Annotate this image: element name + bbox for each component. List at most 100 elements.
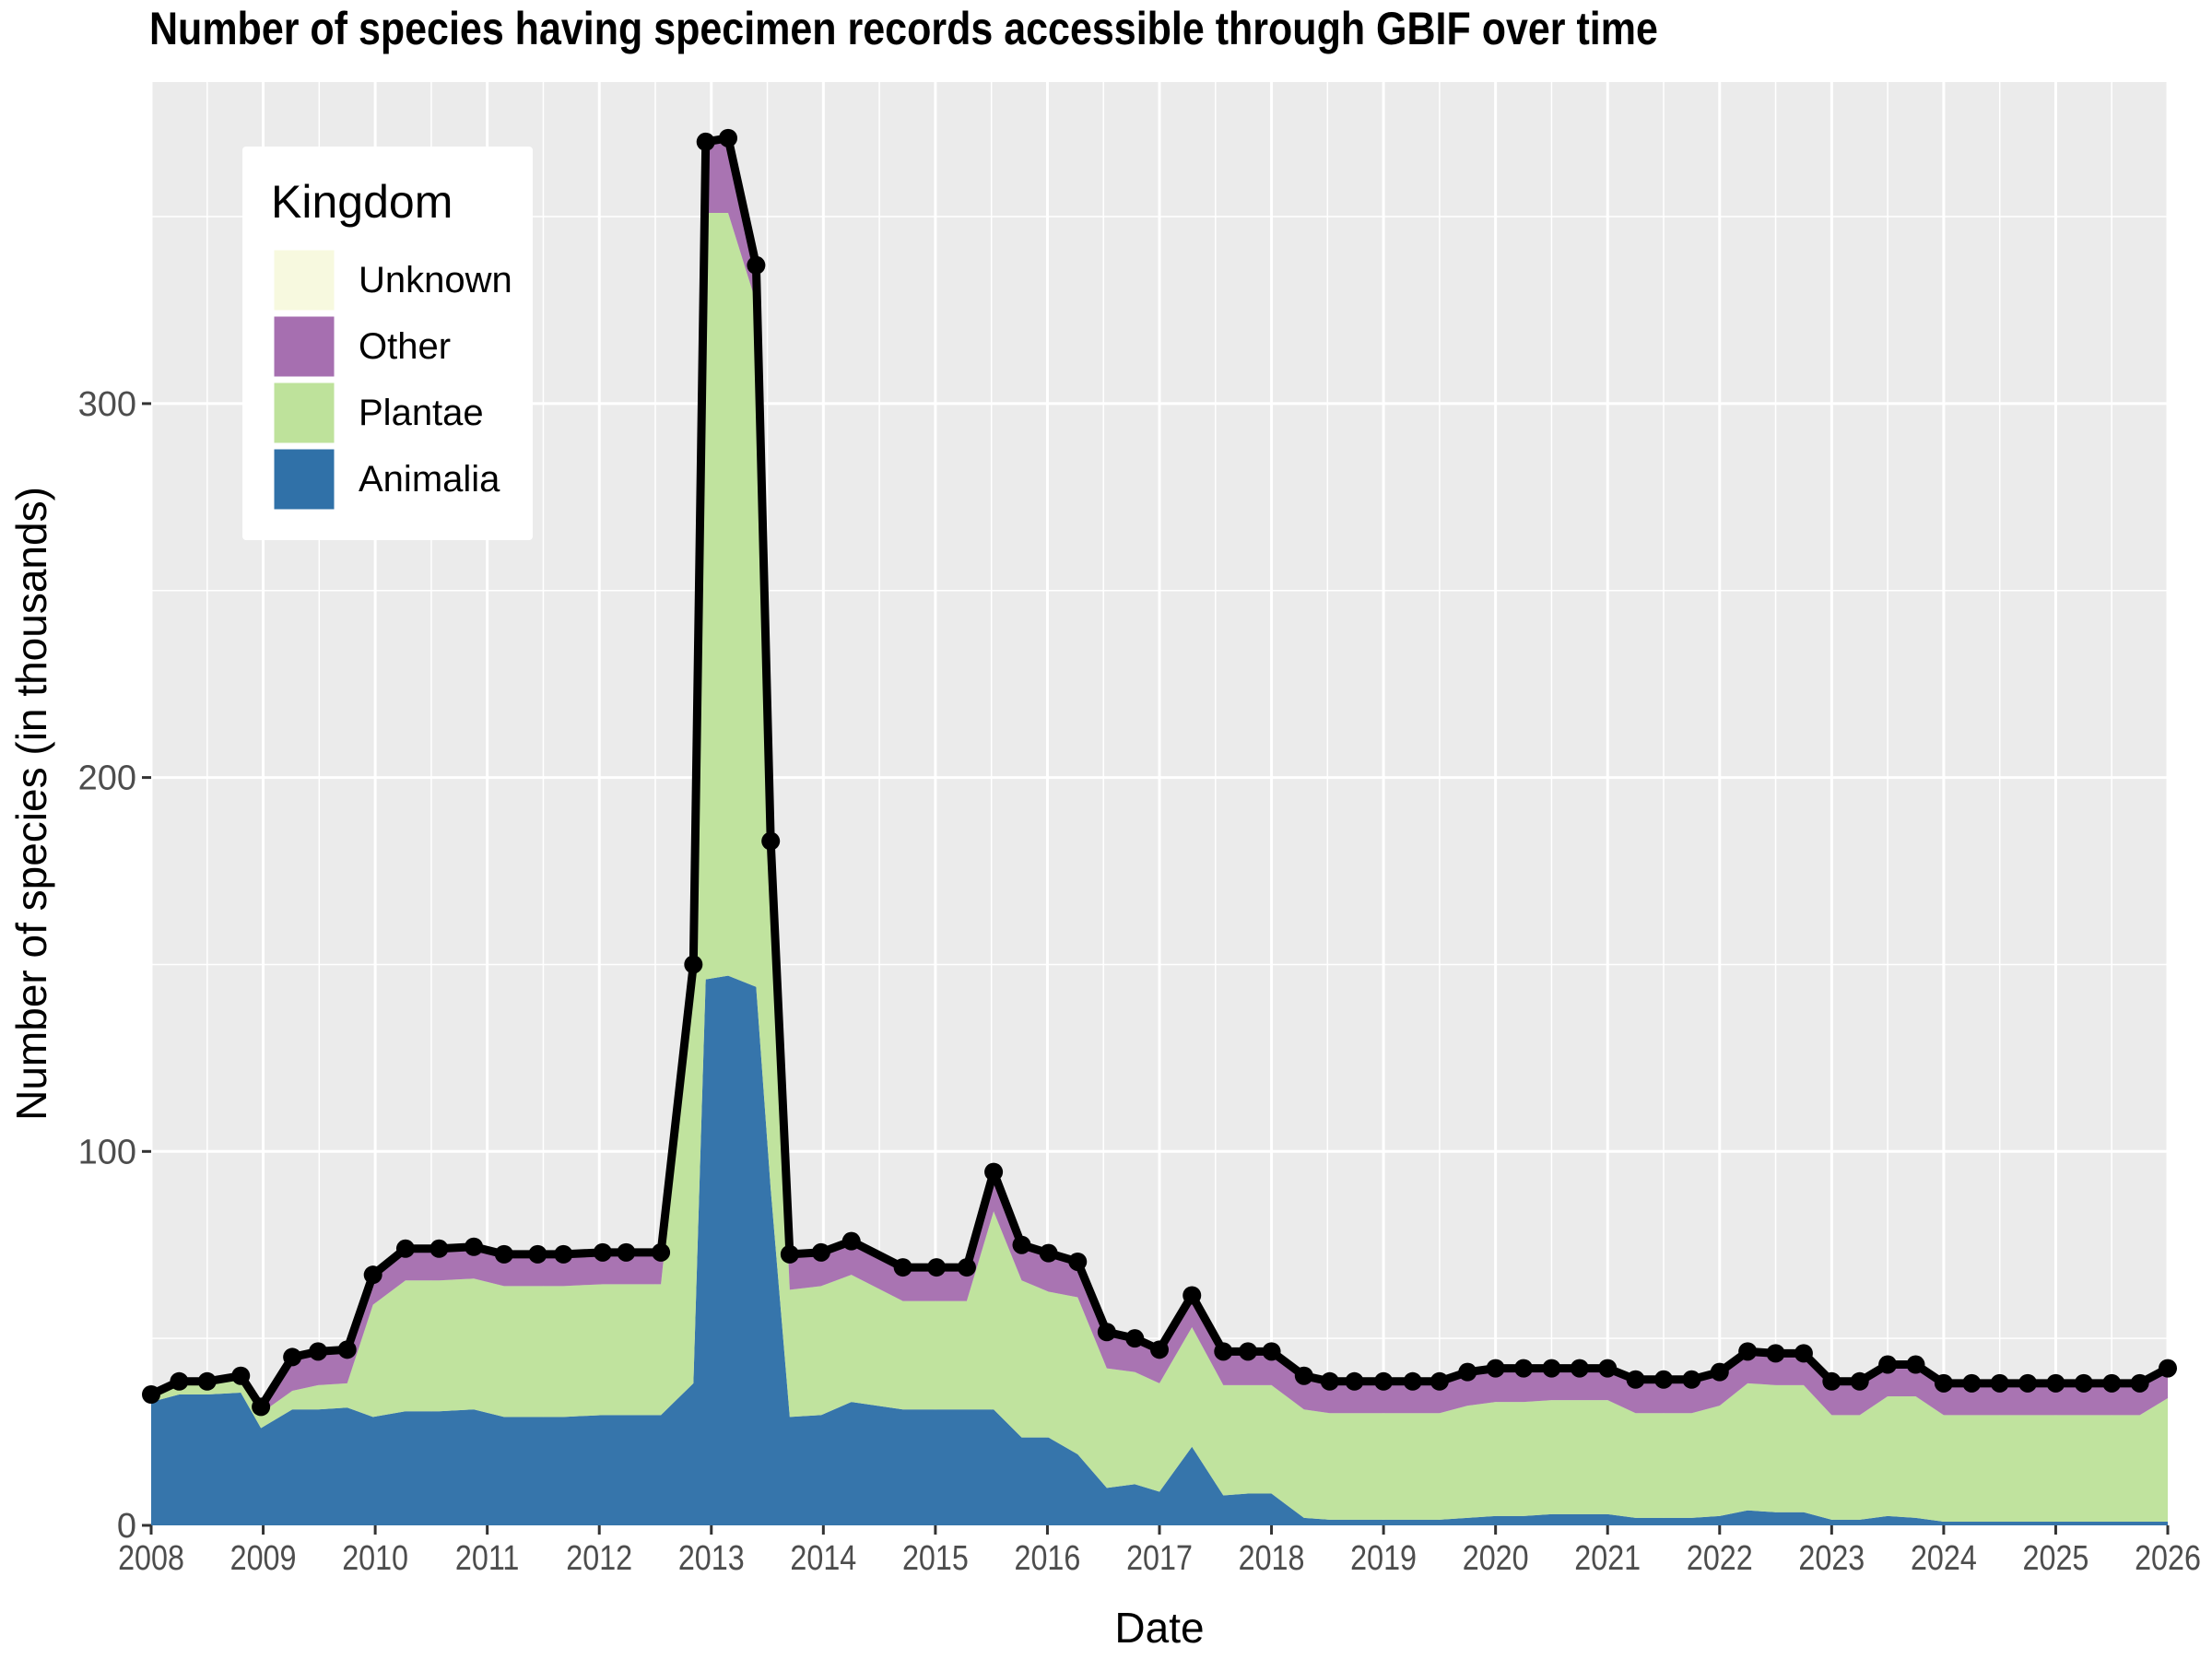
total-point: [395, 1239, 415, 1258]
total-point: [684, 955, 703, 974]
total-point: [2074, 1373, 2093, 1393]
total-point: [528, 1244, 547, 1264]
y-tick-label: 300: [78, 385, 136, 424]
x-tick-label: 2020: [1463, 1539, 1529, 1578]
total-point: [2102, 1373, 2122, 1393]
total-point: [927, 1258, 947, 1277]
total-point: [1598, 1359, 1618, 1378]
legend-swatch-other: [271, 313, 337, 380]
total-point: [429, 1239, 449, 1258]
total-point: [1934, 1373, 1953, 1393]
legend-title: Kingdom: [271, 176, 453, 228]
legend-label-unknown: Unknown: [359, 260, 512, 300]
total-point: [363, 1265, 382, 1285]
total-point: [747, 255, 766, 275]
chart-title: Number of species having specimen record…: [149, 3, 1658, 54]
total-point: [197, 1371, 217, 1391]
total-point: [1150, 1340, 1169, 1359]
total-point: [1239, 1342, 1258, 1361]
total-point: [1374, 1371, 1394, 1391]
total-point: [1766, 1344, 1785, 1363]
x-tick-label: 2012: [566, 1539, 632, 1578]
total-point: [1294, 1366, 1313, 1385]
total-point: [1654, 1370, 1673, 1389]
total-point: [283, 1347, 302, 1367]
total-point: [984, 1162, 1004, 1182]
total-point: [1542, 1359, 1561, 1378]
total-point: [1626, 1370, 1645, 1389]
y-tick-label: 100: [78, 1133, 136, 1171]
x-tick-label: 2019: [1350, 1539, 1417, 1578]
total-point: [1125, 1329, 1145, 1348]
x-tick-label: 2009: [230, 1539, 297, 1578]
total-point: [2130, 1373, 2149, 1393]
total-point: [309, 1342, 328, 1361]
total-point: [142, 1385, 160, 1405]
legend-swatch-animalia: [271, 446, 337, 512]
legend-label-plantae: Plantae: [359, 393, 484, 433]
total-point: [1262, 1342, 1281, 1361]
total-point: [2046, 1373, 2065, 1393]
total-point: [780, 1244, 799, 1264]
total-point: [719, 128, 738, 147]
x-tick-label: 2015: [902, 1539, 969, 1578]
total-point: [1068, 1252, 1088, 1271]
area-animalia: [151, 975, 2168, 1525]
total-point: [1682, 1370, 1701, 1389]
x-tick-label: 2022: [1687, 1539, 1753, 1578]
y-tick-label: 0: [117, 1507, 136, 1546]
total-point: [1514, 1359, 1534, 1378]
total-point: [1097, 1323, 1116, 1342]
total-point: [337, 1340, 357, 1359]
total-point: [1990, 1373, 2009, 1393]
total-point: [1962, 1373, 1982, 1393]
total-point: [811, 1242, 830, 1262]
legend-label-animalia: Animalia: [359, 459, 500, 500]
total-point: [465, 1237, 484, 1256]
total-point: [1320, 1371, 1339, 1391]
x-tick-label: 2025: [2023, 1539, 2089, 1578]
x-tick-label: 2010: [342, 1539, 408, 1578]
total-point: [494, 1244, 513, 1264]
total-point: [957, 1258, 976, 1277]
total-point: [554, 1244, 573, 1264]
x-tick-label: 2014: [790, 1539, 856, 1578]
x-tick-label: 2017: [1126, 1539, 1193, 1578]
x-tick-label: 2013: [678, 1539, 745, 1578]
x-tick-label: 2023: [1798, 1539, 1865, 1578]
legend-label-other: Other: [359, 326, 451, 367]
total-point: [1430, 1371, 1449, 1391]
area-plantae: [151, 212, 2168, 1522]
x-tick-label: 2008: [118, 1539, 184, 1578]
legend: Kingdom Unknown Other Plantae Animalia: [242, 147, 533, 540]
total-point: [1182, 1286, 1202, 1305]
x-tick-label: 2011: [455, 1539, 519, 1578]
total-point: [1738, 1342, 1758, 1361]
total-point: [1570, 1359, 1589, 1378]
legend-swatch-plantae: [271, 380, 337, 446]
legend-swatch-unknown: [271, 247, 337, 313]
total-point: [1214, 1342, 1233, 1361]
total-point: [1878, 1355, 1898, 1374]
total-point: [1822, 1371, 1841, 1391]
y-axis-title: Number of species (in thousands): [7, 487, 55, 1121]
total-point: [761, 831, 781, 851]
total-point: [1458, 1362, 1477, 1382]
total-point: [1794, 1344, 1813, 1363]
total-point: [1039, 1243, 1058, 1263]
total-point: [593, 1242, 612, 1262]
total-point: [1906, 1355, 1925, 1374]
total-point: [2018, 1373, 2038, 1393]
total-point: [617, 1242, 636, 1262]
total-point: [1345, 1371, 1364, 1391]
total-point: [170, 1371, 189, 1391]
total-point: [652, 1242, 671, 1262]
total-point: [1012, 1235, 1031, 1254]
total-point: [1486, 1359, 1505, 1378]
total-point: [231, 1366, 251, 1385]
x-tick-label: 2026: [2135, 1539, 2201, 1578]
total-point: [841, 1231, 861, 1251]
total-point: [696, 132, 715, 151]
x-tick-label: 2018: [1239, 1539, 1305, 1578]
